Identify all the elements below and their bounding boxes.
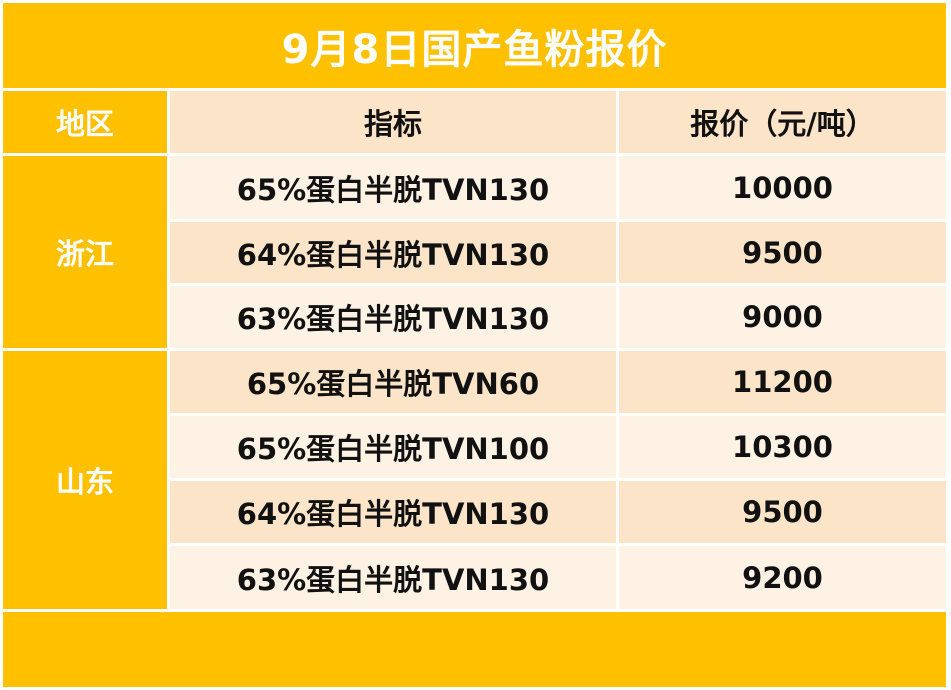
price-cell: 9000 — [619, 286, 946, 348]
price-cell: 10300 — [619, 416, 946, 478]
region-cell-shandong: 山东 — [3, 351, 167, 609]
price-cell: 10000 — [619, 156, 946, 219]
price-cell: 9500 — [619, 222, 946, 283]
spec-cell: 65%蛋白半脱TVN60 — [170, 351, 616, 413]
spec-cell: 63%蛋白半脱TVN130 — [170, 546, 616, 609]
spec-cell: 65%蛋白半脱TVN100 — [170, 416, 616, 478]
table-title: 9月8日国产鱼粉报价 — [3, 3, 946, 88]
region-cell-zhejiang: 浙江 — [3, 156, 167, 348]
header-price: 报价（元/吨） — [619, 91, 946, 153]
footer-band — [3, 612, 946, 687]
price-cell: 11200 — [619, 351, 946, 413]
header-spec: 指标 — [170, 91, 616, 153]
spec-cell: 63%蛋白半脱TVN130 — [170, 286, 616, 348]
spec-cell: 64%蛋白半脱TVN130 — [170, 222, 616, 283]
spec-cell: 64%蛋白半脱TVN130 — [170, 481, 616, 543]
price-cell: 9500 — [619, 481, 946, 543]
spec-cell: 65%蛋白半脱TVN130 — [170, 156, 616, 219]
price-cell: 9200 — [619, 546, 946, 609]
header-region: 地区 — [3, 91, 167, 153]
